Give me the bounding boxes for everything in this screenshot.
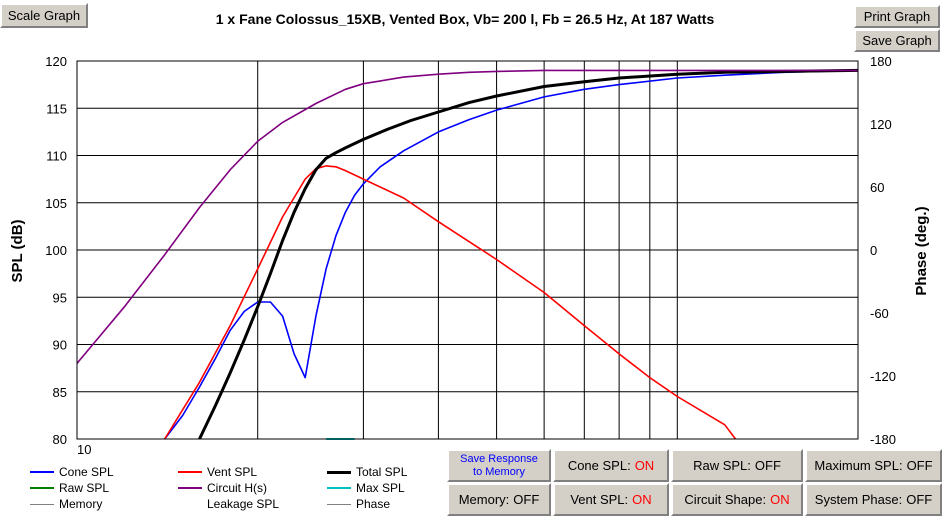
legend-item: Total SPL [327, 465, 407, 479]
y-tick-label: 110 [46, 149, 67, 164]
legend-label: Leakage SPL [207, 497, 280, 511]
y2-tick-label: -120 [870, 369, 896, 384]
legend-label: Total SPL [356, 465, 408, 479]
y-tick-label: 120 [45, 54, 67, 69]
legend-item: Raw SPL [30, 481, 109, 495]
y2-tick-label: -60 [870, 306, 889, 321]
system-phase-toggle[interactable]: System Phase: OFF [805, 483, 942, 516]
series-circuit-h-s- [76, 69, 858, 364]
cone-spl-toggle[interactable]: Cone SPL: ON [553, 449, 669, 482]
y-tick-label: 100 [45, 243, 67, 258]
circuit-shape-toggle-state: ON [770, 492, 790, 507]
legend-swatch [30, 471, 54, 473]
legend-swatch [178, 471, 202, 473]
legend-item: Phase [327, 497, 390, 511]
save-response-line2: to Memory [473, 465, 525, 478]
y2-tick-label: 120 [870, 117, 892, 132]
series-cone-spl [164, 69, 859, 440]
legend-label: Circuit H(s) [207, 481, 267, 495]
legend-swatch [327, 503, 351, 505]
legend-item: Vent SPL [178, 465, 257, 479]
memory-toggle-state: OFF [513, 492, 540, 507]
legend-item: Circuit H(s) [178, 481, 267, 495]
circuit-shape-toggle-label: Circuit Shape: [684, 492, 767, 507]
legend-item: Memory [30, 497, 102, 511]
legend-swatch [30, 487, 54, 489]
raw-spl-toggle-label: Raw SPL: [693, 458, 751, 473]
legend-swatch [178, 503, 202, 505]
y2-axis-label: Phase (deg.) [913, 206, 930, 295]
system-phase-toggle-label: System Phase: [814, 492, 903, 507]
y2-tick-label: 0 [870, 243, 877, 258]
system-phase-toggle-state: OFF [906, 492, 933, 507]
cone-spl-toggle-label: Cone SPL: [567, 458, 631, 473]
memory-toggle-label: Memory: [458, 492, 510, 507]
legend-swatch [30, 503, 54, 505]
graph-title: 1 x Fane Colossus_15XB, Vented Box, Vb= … [215, 11, 715, 27]
chart-axes: 80 85 90 95 100 105 110 115 120 -180 -120 -60 0 60 120… [45, 54, 896, 457]
legend-label: Raw SPL [59, 481, 110, 495]
save-response-to-memory-button[interactable]: Save Response to Memory [447, 449, 551, 482]
vent-spl-toggle[interactable]: Vent SPL: ON [553, 483, 669, 516]
print-graph-button[interactable]: Print Graph [854, 5, 940, 28]
legend-label: Phase [356, 497, 391, 511]
circuit-shape-toggle[interactable]: Circuit Shape: ON [671, 483, 803, 516]
y2-tick-label: 60 [870, 180, 884, 195]
chart-series [76, 68, 859, 440]
raw-spl-toggle-state: OFF [754, 458, 781, 473]
y2-tick-label: 180 [870, 54, 892, 69]
y-tick-label: 90 [53, 338, 67, 353]
legend-item: Max SPL [327, 481, 405, 495]
save-graph-button[interactable]: Save Graph [854, 29, 940, 52]
legend-label: Max SPL [356, 481, 405, 495]
legend-label: Memory [59, 497, 103, 511]
save-response-line1: Save Response [460, 452, 538, 465]
y-tick-label: 80 [53, 432, 67, 447]
legend-item: Cone SPL [30, 465, 114, 479]
chart-grid [77, 60, 858, 440]
scale-graph-button[interactable]: Scale Graph [0, 3, 88, 28]
legend-swatch [327, 487, 351, 489]
vent-spl-toggle-state: ON [632, 492, 652, 507]
y-tick-label: 105 [45, 196, 67, 211]
legend-label: Cone SPL [59, 465, 114, 479]
y2-tick-label: -180 [870, 432, 896, 447]
legend-swatch [178, 487, 202, 489]
maximum-spl-toggle-label: Maximum SPL: [814, 458, 903, 473]
series-vent-spl [164, 165, 737, 440]
vent-spl-toggle-label: Vent SPL: [570, 492, 629, 507]
memory-toggle[interactable]: Memory: OFF [447, 483, 551, 516]
plot-frame [76, 60, 859, 440]
legend-swatch [327, 470, 351, 474]
y-tick-label: 85 [53, 385, 67, 400]
y-axis-label: SPL (dB) [9, 219, 26, 282]
series-total-spl [198, 68, 859, 440]
y-tick-label: 95 [53, 290, 67, 305]
legend-label: Vent SPL [207, 465, 258, 479]
maximum-spl-toggle-state: OFF [906, 458, 933, 473]
cone-spl-toggle-state: ON [634, 458, 655, 473]
maximum-spl-toggle[interactable]: Maximum SPL: OFF [805, 449, 942, 482]
x-tick-label: 10 [77, 442, 91, 457]
raw-spl-toggle[interactable]: Raw SPL: OFF [671, 449, 803, 482]
y-tick-label: 115 [46, 101, 67, 116]
legend-item: Leakage SPL [178, 497, 279, 511]
